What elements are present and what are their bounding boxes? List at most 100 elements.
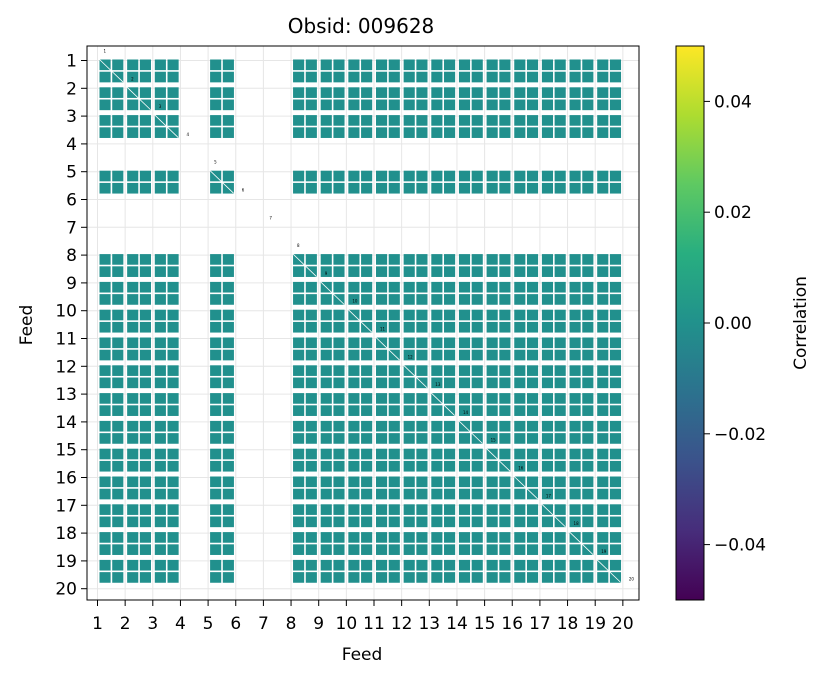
heatmap-cell (569, 559, 594, 583)
heatmap-subcell (597, 420, 609, 432)
heatmap-subcell (458, 488, 471, 500)
y-tick-label: 1 (66, 52, 77, 72)
heatmap-subcell (444, 182, 456, 194)
heatmap-subcell (333, 337, 345, 349)
heatmap-cell (458, 281, 483, 305)
heatmap-subcell (210, 281, 222, 293)
heatmap-subcell (609, 71, 622, 83)
heatmap-cell (514, 254, 539, 277)
heatmap-subcell (348, 572, 360, 583)
x-tick-label: 10 (336, 614, 358, 634)
heatmap-subcell (541, 544, 554, 555)
x-tick-label: 2 (120, 614, 131, 634)
heatmap-subcell (348, 544, 360, 555)
heatmap-subcell (305, 420, 317, 432)
heatmap-cell (486, 115, 511, 138)
heatmap-subcell (554, 170, 566, 182)
heatmap-subcell (210, 420, 222, 432)
heatmap-subcell (154, 87, 166, 98)
heatmap-subcell (444, 377, 456, 389)
heatmap-subcell (416, 87, 428, 98)
heatmap-subcell (210, 377, 222, 389)
heatmap-cell (458, 87, 483, 111)
heatmap-subcell (458, 170, 471, 182)
heatmap-cell (403, 87, 428, 111)
heatmap-subcell (154, 294, 166, 305)
heatmap-cell (569, 87, 594, 111)
heatmap-subcell (403, 504, 415, 515)
heatmap-subcell (112, 127, 124, 138)
heatmap-subcell (499, 448, 511, 460)
heatmap-cell (403, 281, 428, 305)
diagonal-mark (403, 365, 428, 389)
heatmap-cell (403, 476, 428, 500)
heatmap-subcell (376, 405, 388, 416)
heatmap-subcell (154, 559, 166, 571)
heatmap-subcell (458, 433, 471, 444)
heatmap-cell (431, 59, 456, 83)
heatmap-subcell (582, 294, 594, 305)
heatmap-subcell (112, 266, 124, 277)
heatmap-subcell (597, 460, 609, 472)
heatmap-subcell (305, 572, 317, 583)
heatmap-subcell (305, 544, 317, 555)
heatmap-subcell (154, 516, 166, 528)
heatmap-subcell (112, 170, 124, 182)
y-tick-label: 4 (66, 135, 77, 155)
heatmap-subcell (444, 321, 456, 333)
heatmap-subcell (305, 182, 317, 194)
heatmap-cell (210, 476, 234, 500)
heatmap-subcell (333, 281, 345, 293)
heatmap-subcell (348, 281, 360, 293)
heatmap-subcell (376, 349, 388, 361)
heatmap-subcell (416, 448, 428, 460)
heatmap-subcell (514, 87, 526, 98)
heatmap-cell (569, 504, 594, 528)
heatmap-cell (126, 87, 151, 111)
heatmap-cell (597, 309, 622, 333)
x-tick-label: 8 (286, 614, 297, 634)
heatmap-subcell (444, 433, 456, 444)
heatmap-cell (541, 393, 566, 416)
heatmap-cell (458, 476, 483, 500)
heatmap-subcell (554, 504, 566, 515)
heatmap-subcell (320, 377, 332, 389)
heatmap-subcell (361, 309, 373, 321)
heatmap-cell (127, 309, 151, 333)
heatmap-subcell (582, 170, 594, 182)
heatmap-subcell (431, 99, 443, 111)
heatmap-subcell (514, 59, 526, 71)
heatmap-subcell (609, 405, 622, 416)
heatmap-subcell (582, 532, 594, 543)
heatmap-subcell (499, 433, 511, 444)
heatmap-subcell (376, 420, 388, 432)
heatmap-cell (403, 115, 428, 138)
heatmap-subcell (305, 309, 317, 321)
heatmap-subcell (486, 266, 498, 277)
heatmap-subcell (139, 448, 151, 460)
heatmap-cell (597, 476, 622, 500)
heatmap-subcell (554, 433, 566, 444)
heatmap-cell (458, 115, 483, 138)
heatmap-subcell (361, 488, 373, 500)
heatmap-subcell (458, 59, 471, 71)
heatmap-cell (376, 420, 400, 444)
heatmap-subcell (320, 71, 332, 83)
heatmap-cell (348, 393, 373, 416)
heatmap-subcell (154, 365, 166, 376)
heatmap-subcell (597, 393, 609, 404)
heatmap-cell (320, 254, 345, 277)
heatmap-subcell (139, 87, 151, 98)
heatmap-cell (154, 59, 179, 83)
heatmap-subcell (416, 254, 428, 265)
heatmap-cell (210, 365, 234, 389)
heatmap-subcell (541, 433, 554, 444)
heatmap-subcell (222, 544, 234, 555)
heatmap-subcell (541, 393, 554, 404)
heatmap-subcell (127, 71, 139, 83)
y-tick-label: 8 (66, 246, 77, 266)
heatmap-subcell (569, 433, 581, 444)
heatmap-subcell (486, 377, 498, 389)
heatmap-subcell (582, 572, 594, 583)
